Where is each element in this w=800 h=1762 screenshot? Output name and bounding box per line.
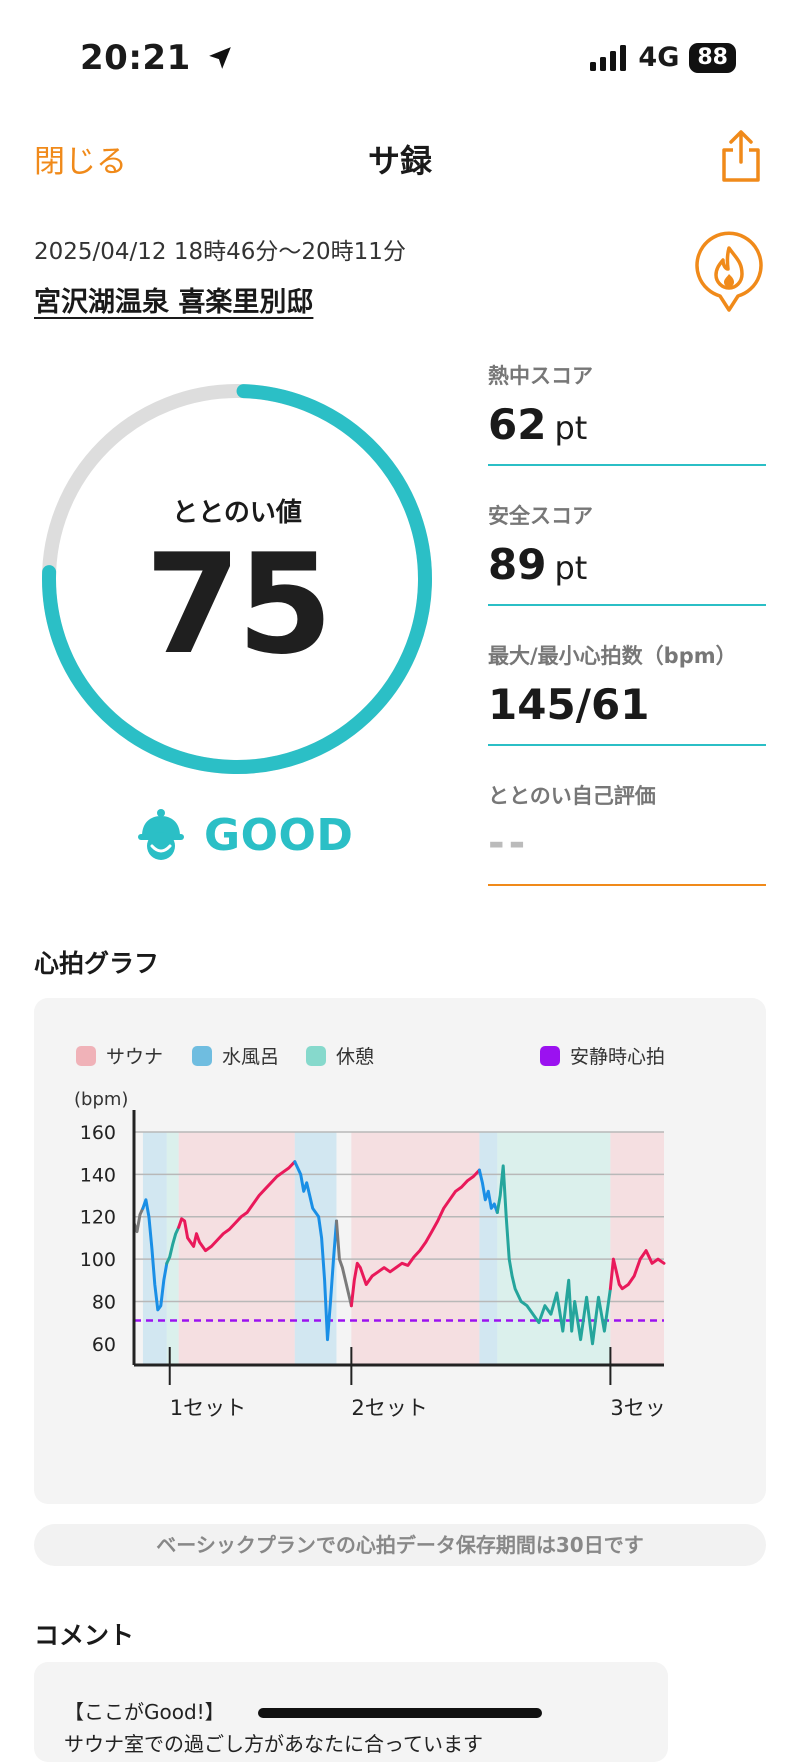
grade-badge: GOOD [136, 808, 353, 862]
y-axis-label: (bpm) [74, 1089, 128, 1110]
phase-band [351, 1132, 480, 1365]
status-indicators: 4G 88 [590, 42, 736, 73]
status-time: 20:21 [80, 38, 233, 78]
location-arrow-icon [209, 47, 231, 69]
network-type: 4G [638, 42, 680, 73]
hr-line-other [335, 1219, 353, 1308]
phase-band [479, 1132, 498, 1365]
set-label: 3セッ [610, 1396, 665, 1420]
gauge-progress-arc [41, 384, 432, 774]
totonoi-gauge [41, 384, 432, 774]
comment-text: 【ここがGood!】 サウナ室での過ごし方があなたに合っています [64, 1700, 483, 1756]
legend-swatch [540, 1046, 560, 1066]
signal-icon [590, 44, 627, 71]
y-tick-label: 60 [92, 1334, 116, 1356]
legend-label: 休憩 [336, 1046, 374, 1068]
home-indicator [258, 1708, 542, 1718]
phase-band [178, 1132, 295, 1365]
gauge-label: ととのい値 [172, 498, 302, 528]
hr-line-water [477, 1168, 499, 1214]
set-label: 2セット [351, 1396, 427, 1420]
heart-graph-title: 心拍グラフ [34, 949, 160, 978]
legend-swatch [76, 1046, 96, 1066]
legend-label: 安静時心拍 [570, 1046, 665, 1068]
hr-line-rest [165, 1225, 181, 1265]
phase-band [610, 1132, 664, 1365]
legend-label: サウナ [106, 1046, 163, 1068]
hr-line-sauna [177, 1160, 297, 1253]
gauge-value: 75 [144, 524, 333, 685]
stat-self-rating[interactable]: ととのい自己評価 -- [488, 780, 766, 886]
y-tick-label: 100 [80, 1249, 116, 1271]
hr-line-sauna [349, 1168, 481, 1308]
comment-title: コメント [34, 1621, 135, 1650]
hr-line-sauna [608, 1249, 666, 1291]
facility-link[interactable]: 宮沢湖温泉 喜楽里別邸 [34, 287, 314, 318]
battery-icon: 88 [689, 42, 736, 73]
retention-notice: ベーシックプランでの心拍データ保存期間は30日です [34, 1524, 766, 1566]
legend-swatch [192, 1046, 212, 1066]
y-tick-label: 120 [80, 1207, 116, 1229]
heart-graph-card: サウナ 水風呂 休憩 安静時心拍 (bpm) 60 80 100 120 140 160 1セット 2セ… [34, 998, 766, 1504]
stat-heat-score: 熱中スコア 62 pt [488, 360, 766, 466]
y-tick-label: 80 [92, 1291, 116, 1313]
hr-line-water [141, 1198, 169, 1312]
close-button[interactable]: 閉じる [34, 144, 127, 180]
y-tick-label: 140 [80, 1164, 116, 1186]
stat-heart-rate: 最大/最小心拍数（bpm） 145/61 [488, 640, 766, 746]
hr-line-rest [495, 1164, 612, 1346]
share-icon[interactable] [718, 128, 764, 184]
heart-rate-chart: サウナ 水風呂 休憩 安静時心拍 (bpm) 60 80 100 120 140 160 1セット 2セ… [74, 1046, 666, 1420]
set-label: 1セット [170, 1396, 246, 1420]
phase-band [142, 1132, 167, 1365]
grade-text: GOOD [204, 809, 354, 861]
legend-label: 水風呂 [222, 1046, 279, 1068]
stat-safety-score: 安全スコア 89 pt [488, 500, 766, 606]
visit-datetime: 2025/04/12 18時46分〜20時11分 [34, 239, 406, 265]
hr-line-water [293, 1160, 338, 1342]
phase-band [294, 1132, 337, 1365]
sauna-hat-icon [138, 809, 184, 860]
y-tick-label: 160 [80, 1122, 116, 1144]
fire-pin-icon[interactable] [692, 230, 766, 314]
legend-swatch [306, 1046, 326, 1066]
